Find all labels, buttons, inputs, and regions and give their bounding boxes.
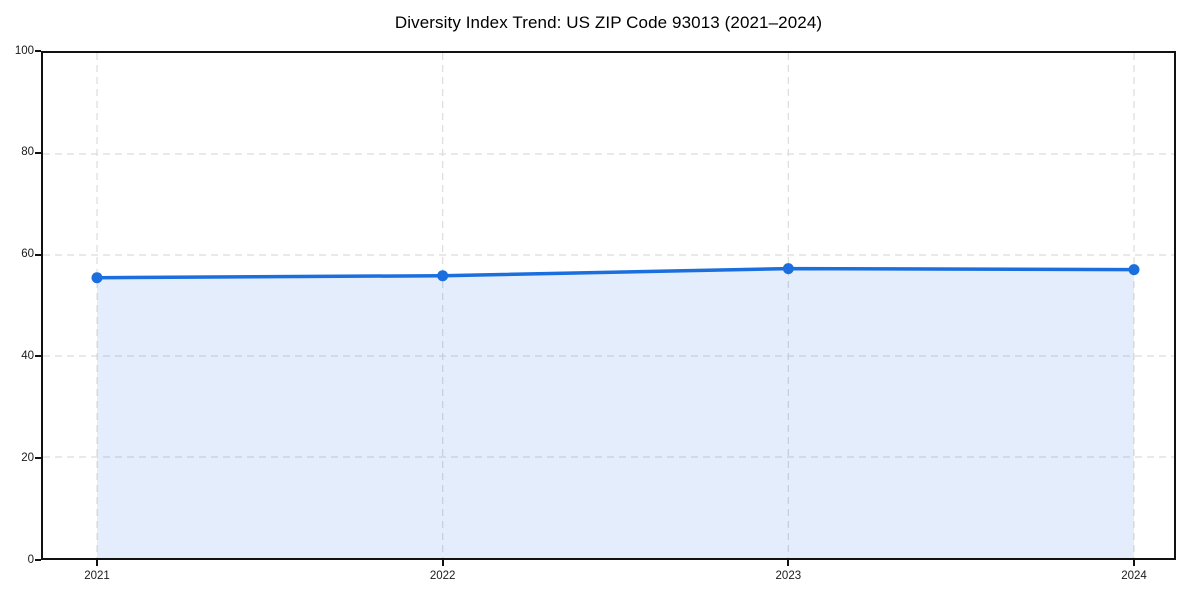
y-tick-label: 80 [21,146,34,159]
x-tick-mark [441,560,444,566]
plot-area [41,51,1176,560]
area-fill [97,268,1134,558]
x-tick-label: 2021 [84,570,110,582]
y-tick-label: 20 [21,451,34,464]
data-point-marker [1128,264,1140,276]
x-tick-mark [787,560,790,566]
x-tick-mark [1133,560,1135,566]
y-tick-mark [35,559,41,561]
y-tick-mark [35,151,41,154]
y-tick-mark [35,253,41,256]
y-tick-mark [35,355,41,358]
y-tick-label: 60 [21,248,34,261]
trend-line [95,266,1136,280]
data-point-marker [91,272,103,284]
y-tick-label: 100 [14,44,34,57]
chart-title: Diversity Index Trend: US ZIP Code 93013… [394,13,823,32]
x-tick-mark [96,560,98,566]
x-tick-label: 2022 [429,570,456,582]
data-point-marker [437,270,449,282]
y-tick-mark [35,50,41,52]
y-tick-mark [35,457,41,460]
y-tick-label: 40 [21,349,34,362]
x-tick-label: 2023 [775,570,802,582]
x-tick-label: 2024 [1121,570,1147,582]
y-tick-label: 0 [27,553,34,566]
data-point-marker [782,263,794,275]
area-line-plot [43,53,1174,558]
